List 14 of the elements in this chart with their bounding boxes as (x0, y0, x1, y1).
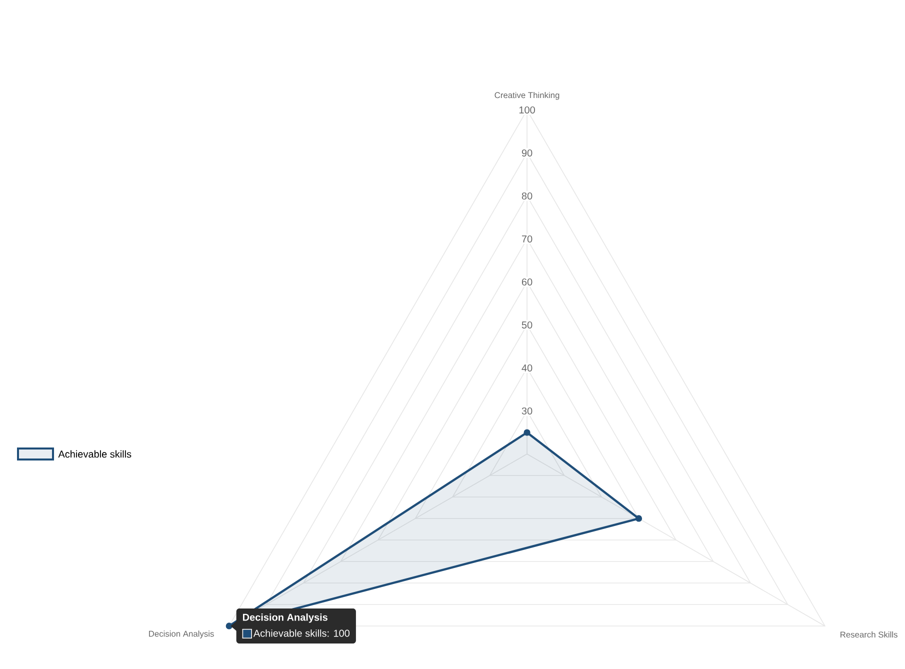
y-tick-label: 60 (522, 278, 532, 286)
legend-label: Achievable skills (58, 450, 132, 458)
y-tick-label: 70 (522, 235, 532, 243)
y-tick-label: 90 (522, 149, 532, 157)
y-tick-label: 100 (519, 106, 535, 114)
y-tick-label: 80 (522, 192, 532, 200)
spoke-label: Decision Analysis (149, 630, 214, 638)
y-tick-label: 40 (522, 364, 532, 372)
text: Decision Analysis (242, 613, 328, 623)
y-tick-label: 30 (522, 407, 532, 415)
spoke-label: Research Skills (840, 631, 898, 638)
spoke-label: Creative Thinking (494, 92, 560, 100)
y-tick-label: 50 (522, 321, 532, 329)
text: Achievable skills: 100 (253, 629, 350, 637)
